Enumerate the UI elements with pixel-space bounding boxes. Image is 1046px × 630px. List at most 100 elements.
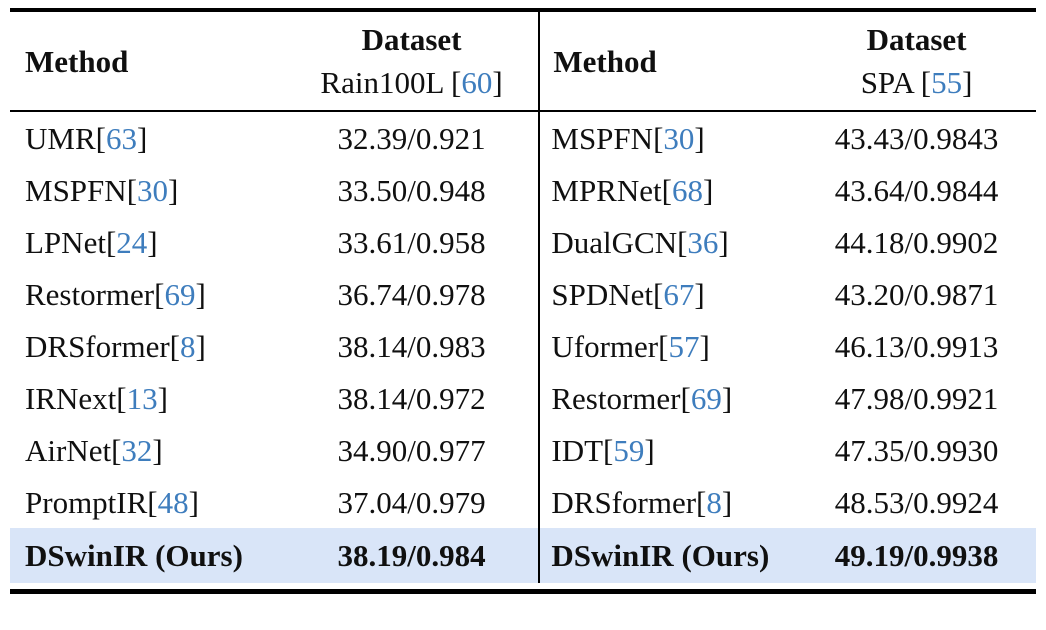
method-cell: Restormer [69] [538, 372, 797, 424]
score-cell: 38.14/0.983 [337, 328, 486, 364]
method-cell: DSwinIR (Ours) [10, 528, 285, 583]
table-row: Restormer [69] 36.74/0.978 SPDNet [67] 4… [10, 268, 1036, 320]
method-cell: Restormer [69] [10, 268, 285, 320]
bracket-open: [ [920, 65, 932, 100]
method-name: DSwinIR (Ours) [25, 538, 243, 573]
citation-link[interactable]: 30 [137, 172, 169, 208]
bracket-open: [ [696, 484, 707, 520]
bracket-open: [ [154, 276, 165, 312]
score-cell: 38.14/0.972 [337, 380, 486, 416]
method-name: Uformer [551, 328, 659, 364]
score-cell: 47.98/0.9921 [834, 380, 999, 416]
bracket-open: [ [677, 224, 688, 260]
citation-link[interactable]: 57 [668, 328, 700, 364]
bottom-gap [10, 583, 1036, 589]
citation-link[interactable]: 8 [179, 328, 196, 364]
method-cell: IRNext [13] [10, 372, 285, 424]
bottom-rule [10, 589, 1036, 594]
score-cell: 37.04/0.979 [337, 484, 486, 520]
table-row: UMR [63] 32.39/0.921 MSPFN [30] 43.43/0.… [10, 112, 1036, 164]
citation-link[interactable]: 13 [126, 380, 158, 416]
bracket-close: ] [188, 484, 199, 520]
method-cell: DRSformer[8] [538, 476, 797, 528]
dataset-name-text: SPA [860, 65, 921, 100]
method-cell: LPNet [24] [10, 216, 285, 268]
bracket-open: [ [126, 172, 138, 208]
method-name: SPDNet [551, 276, 654, 312]
score-cell: 43.43/0.9843 [834, 120, 999, 156]
bracket-close: ] [721, 380, 733, 416]
table-row: IRNext [13] 38.14/0.972 Restormer [69] 4… [10, 372, 1036, 424]
bracket-open: [ [95, 120, 106, 156]
table-row: AirNet [32] 34.90/0.977 IDT [59] 47.35/0… [10, 424, 1036, 476]
bracket-open: [ [147, 484, 158, 520]
citation-link[interactable]: 48 [157, 484, 189, 520]
score-cell: 47.35/0.9930 [834, 432, 999, 468]
score-cell: 43.64/0.9844 [834, 172, 999, 208]
method-name: DRSformer [551, 484, 697, 520]
citation-link[interactable]: 69 [690, 380, 722, 416]
method-name: DRSformer [25, 328, 170, 364]
citation-link[interactable]: 32 [121, 432, 153, 468]
citation-link[interactable]: 67 [663, 276, 695, 312]
bracket-close: ] [702, 172, 714, 208]
bracket-close: ] [492, 65, 503, 100]
citation-link[interactable]: 30 [663, 120, 695, 156]
bracket-close: ] [195, 328, 206, 364]
method-name: MPRNet [551, 172, 662, 208]
method-cell: MSPFN [30] [538, 112, 797, 164]
method-name: PromptIR [25, 484, 148, 520]
header-separator-rule [10, 110, 1036, 112]
bracket-close: ] [718, 224, 729, 260]
method-column-header-right: Method [553, 43, 657, 79]
table-header-row: Method Dataset Rain100L [60] Method Data… [10, 12, 1036, 110]
score-cell: 43.20/0.9871 [834, 276, 999, 312]
method-name: MSPFN [25, 172, 127, 208]
bracket-close: ] [157, 380, 168, 416]
citation-link[interactable]: 68 [671, 172, 703, 208]
method-column-header-left: Method [25, 43, 129, 79]
bracket-open: [ [661, 172, 672, 208]
bracket-close: ] [152, 432, 163, 468]
method-name: IRNext [25, 380, 117, 416]
bracket-close: ] [147, 224, 158, 260]
bracket-open: [ [653, 120, 664, 156]
bracket-open: [ [116, 380, 127, 416]
score-cell: 38.19/0.984 [337, 538, 486, 573]
citation-link[interactable]: 59 [613, 432, 645, 468]
dataset-column-header-left: Dataset Rain100L [60] [285, 12, 539, 110]
citation-link[interactable]: 60 [461, 65, 493, 100]
citation-link[interactable]: 36 [687, 224, 719, 260]
citation-link[interactable]: 63 [105, 120, 137, 156]
citation-link[interactable]: 55 [931, 65, 963, 100]
method-cell: DualGCN [36] [538, 216, 797, 268]
bracket-close: ] [721, 484, 733, 520]
score-cell: 33.50/0.948 [337, 172, 486, 208]
method-name: AirNet [25, 432, 112, 468]
table-row: DRSformer [8] 38.14/0.983 Uformer [57] 4… [10, 320, 1036, 372]
bracket-close: ] [195, 276, 206, 312]
bracket-open: [ [603, 432, 614, 468]
table-row: LPNet [24] 33.61/0.958 DualGCN [36] 44.1… [10, 216, 1036, 268]
comparison-table: Method Dataset Rain100L [60] Method Data… [10, 8, 1036, 594]
bracket-close: ] [694, 276, 705, 312]
score-cell: 34.90/0.977 [337, 432, 486, 468]
dataset-label: Dataset [866, 22, 967, 57]
bracket-open: [ [658, 328, 669, 364]
bracket-close: ] [168, 172, 179, 208]
bracket-open: [ [105, 224, 117, 260]
citation-link[interactable]: 24 [116, 224, 148, 260]
dataset-label: Dataset [361, 22, 462, 57]
bracket-open: [ [111, 432, 122, 468]
bracket-open: [ [653, 276, 664, 312]
citation-link[interactable]: 8 [706, 484, 722, 520]
bracket-close: ] [699, 328, 710, 364]
method-cell: IDT [59] [538, 424, 797, 476]
top-rule [10, 8, 1036, 12]
method-cell: Uformer [57] [538, 320, 797, 372]
score-cell: 44.18/0.9902 [834, 224, 999, 260]
citation-link[interactable]: 69 [164, 276, 196, 312]
method-name: Restormer [551, 380, 681, 416]
method-cell: MSPFN [30] [10, 164, 285, 216]
method-name: LPNet [25, 224, 106, 260]
